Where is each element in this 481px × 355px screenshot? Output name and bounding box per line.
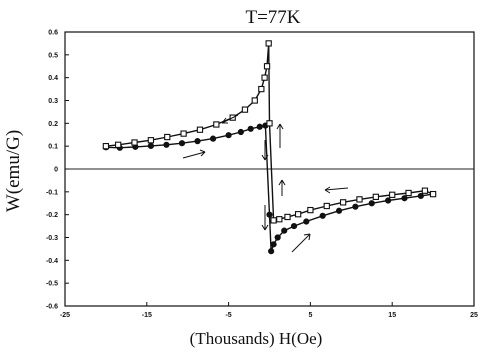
arrow-down-lower-head — [261, 224, 269, 231]
data-point-square — [196, 126, 204, 133]
arrow-up-upper-head — [276, 123, 284, 130]
data-point-square — [284, 213, 291, 221]
y-tick-label: -0.2 — [46, 212, 58, 219]
x-tick-label: -15 — [142, 312, 152, 319]
data-point-square — [405, 189, 412, 197]
y-tick-label: 0.3 — [48, 98, 58, 105]
data-point-square — [323, 202, 330, 210]
data-point-square — [180, 130, 187, 137]
data-point-circle — [319, 212, 326, 219]
data-point-square — [372, 193, 379, 201]
curves — [105, 43, 434, 252]
data-point-circle — [385, 197, 392, 204]
data-point-circle — [401, 195, 408, 202]
y-tick-label: -0.5 — [46, 281, 58, 288]
y-tick-label: 0.5 — [48, 52, 58, 59]
data-point-square — [339, 199, 347, 206]
data-markers — [102, 40, 437, 255]
data-point-square — [115, 141, 122, 148]
data-point-square — [266, 120, 273, 127]
data-point-circle — [266, 211, 273, 218]
data-point-circle — [194, 138, 201, 145]
y-tick-label: -0.6 — [46, 304, 58, 311]
data-point-circle — [247, 125, 254, 132]
data-point-square — [131, 139, 138, 146]
data-point-circle — [368, 200, 375, 207]
data-point-square — [261, 74, 268, 81]
data-point-circle — [274, 234, 281, 241]
data-point-square — [213, 121, 220, 128]
data-point-circle — [417, 192, 424, 200]
arrow-up-lower-head — [278, 179, 286, 186]
data-point-square — [251, 97, 258, 104]
data-point-square — [356, 196, 363, 203]
arrow-lower-right — [291, 233, 311, 253]
x-axis-label: (Thousands) H(Oe) — [190, 329, 323, 348]
y-tick-label: -0.1 — [46, 189, 58, 196]
data-point-circle — [225, 132, 232, 139]
arrow-down-upper-head — [261, 154, 269, 161]
arrow-lower-left — [324, 187, 349, 191]
data-point-circle — [335, 207, 343, 214]
data-point-circle — [303, 218, 310, 225]
arrow-lower-left-head — [324, 186, 331, 194]
data-point-square — [276, 216, 283, 223]
arrow-upper-right-head — [199, 149, 206, 157]
data-point-circle — [147, 142, 154, 150]
x-tick-label: -5 — [225, 312, 231, 319]
y-tick-label: 0 — [54, 167, 58, 174]
x-tick-label: -25 — [60, 312, 70, 319]
data-point-square — [147, 137, 155, 144]
data-point-square — [164, 133, 171, 141]
data-point-square — [389, 191, 396, 198]
x-tick-label: 25 — [470, 312, 478, 319]
y-tick-label: 0.6 — [48, 30, 58, 37]
x-tick-label: 5 — [308, 312, 312, 319]
data-point-circle — [209, 135, 217, 142]
data-point-square — [263, 63, 271, 70]
data-point-circle — [163, 141, 170, 148]
x-tick-label: 15 — [388, 312, 396, 319]
data-point-square — [102, 143, 110, 150]
series-1-line — [105, 124, 434, 252]
data-point-circle — [290, 222, 298, 230]
data-point-square — [265, 40, 272, 47]
y-tick-label: 0.2 — [48, 121, 58, 128]
data-point-square — [241, 106, 249, 113]
data-point-square — [429, 190, 437, 198]
data-point-square — [421, 187, 429, 194]
data-point-circle — [178, 140, 186, 147]
data-point-circle — [237, 128, 244, 136]
data-point-square — [294, 211, 302, 218]
arrow-upper-right — [182, 151, 206, 159]
data-point-circle — [352, 203, 359, 210]
axes: -25 -15 -5 5 15 25 0.6 0.5 0.4 0.3 0.2 0.1 0 -0.1 -0.2… — [46, 30, 478, 320]
chart-title: T=77K — [245, 7, 300, 28]
arrow-upper-left — [221, 114, 239, 124]
data-point-circle — [270, 241, 277, 248]
data-point-circle — [268, 248, 275, 255]
data-point-square — [270, 217, 277, 224]
y-tick-label: -0.4 — [46, 258, 58, 265]
arrow-upper-left-head — [221, 117, 228, 124]
y-axis-label: W(emu/G) — [3, 130, 24, 212]
y-tick-label: 0.4 — [48, 75, 58, 82]
y-tick-label: -0.3 — [46, 235, 58, 242]
direction-arrows — [182, 114, 349, 253]
data-point-square — [258, 85, 265, 93]
y-tick-label: 0.1 — [48, 144, 58, 151]
data-point-circle — [281, 227, 288, 234]
arrow-lower-right-head — [303, 233, 311, 241]
data-point-circle — [256, 123, 263, 130]
data-point-square — [307, 206, 314, 214]
series-2-line — [105, 43, 434, 222]
